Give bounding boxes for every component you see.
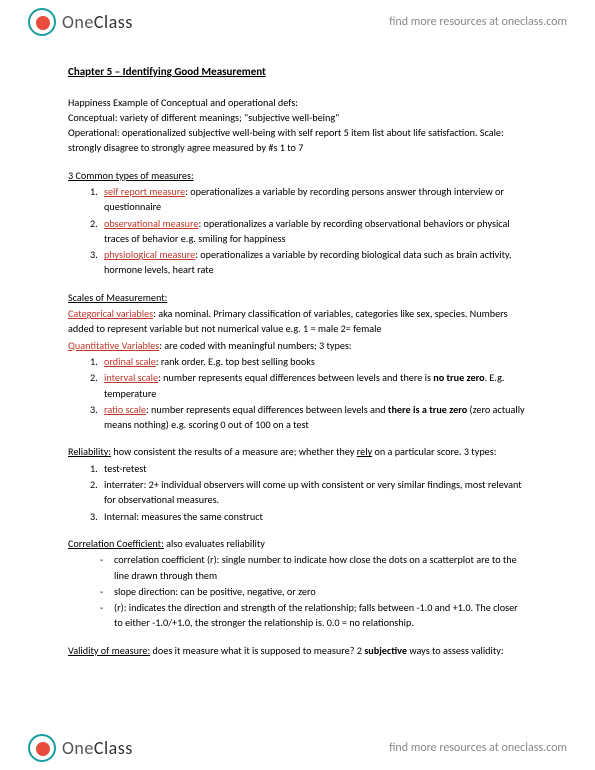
list-item: ordinal scale: rank order. E.g. top best…: [100, 354, 527, 369]
logo: OneClass: [28, 8, 133, 36]
logo-icon: [28, 8, 56, 36]
header-tagline[interactable]: find more resources at oneclass.com: [389, 15, 567, 29]
footer: OneClass find more resources at oneclass…: [0, 726, 595, 770]
list-item: interval scale: number represents equal …: [100, 370, 527, 401]
list-item: physiological measure: operationalizes a…: [100, 247, 527, 278]
list-item: ratio scale: number represents equal dif…: [100, 402, 527, 433]
document-body: Chapter 5 – Identifying Good Measurement…: [0, 44, 595, 720]
logo-text: OneClass: [62, 737, 133, 759]
footer-logo: OneClass: [28, 734, 133, 762]
list-item: Internal: measures the same construct: [100, 509, 527, 524]
section-reliability: Reliability: how consistent the results …: [68, 444, 527, 459]
list-item: correlation coefficient (r): single numb…: [100, 552, 527, 583]
categorical-vars: Categorical variables: aka nominal. Prim…: [68, 306, 527, 337]
section-validity: Validity of measure: does it measure wha…: [68, 643, 527, 658]
list-item: slope direction: can be positive, negati…: [100, 584, 527, 599]
header: OneClass find more resources at oneclass…: [0, 0, 595, 44]
chapter-title: Chapter 5 – Identifying Good Measurement: [68, 64, 527, 81]
list-item: observational measure: operationalizes a…: [100, 216, 527, 247]
section-correlation: Correlation Coefficient: also evaluates …: [68, 536, 527, 551]
reliability-list: test-retest interrater: 2+ individual ob…: [68, 461, 527, 524]
list-item: (r): indicates the direction and strengt…: [100, 600, 527, 631]
correlation-list: correlation coefficient (r): single numb…: [68, 552, 527, 630]
logo-text: OneClass: [62, 11, 133, 33]
list-item: test-retest: [100, 461, 527, 476]
quantitative-vars: Quantitative Variables: are coded with m…: [68, 338, 527, 353]
footer-tagline[interactable]: find more resources at oneclass.com: [389, 741, 567, 755]
logo-icon: [28, 734, 56, 762]
list-item: self report measure: operationalizes a v…: [100, 184, 527, 215]
section-measures-head: 3 Common types of measures:: [68, 168, 527, 183]
section-scales-head: Scales of Measurement:: [68, 290, 527, 305]
list-item: interrater: 2+ individual observers will…: [100, 477, 527, 508]
scales-list: ordinal scale: rank order. E.g. top best…: [68, 354, 527, 432]
intro-paragraph: Happiness Example of Conceptual and oper…: [68, 95, 527, 156]
measures-list: self report measure: operationalizes a v…: [68, 184, 527, 278]
